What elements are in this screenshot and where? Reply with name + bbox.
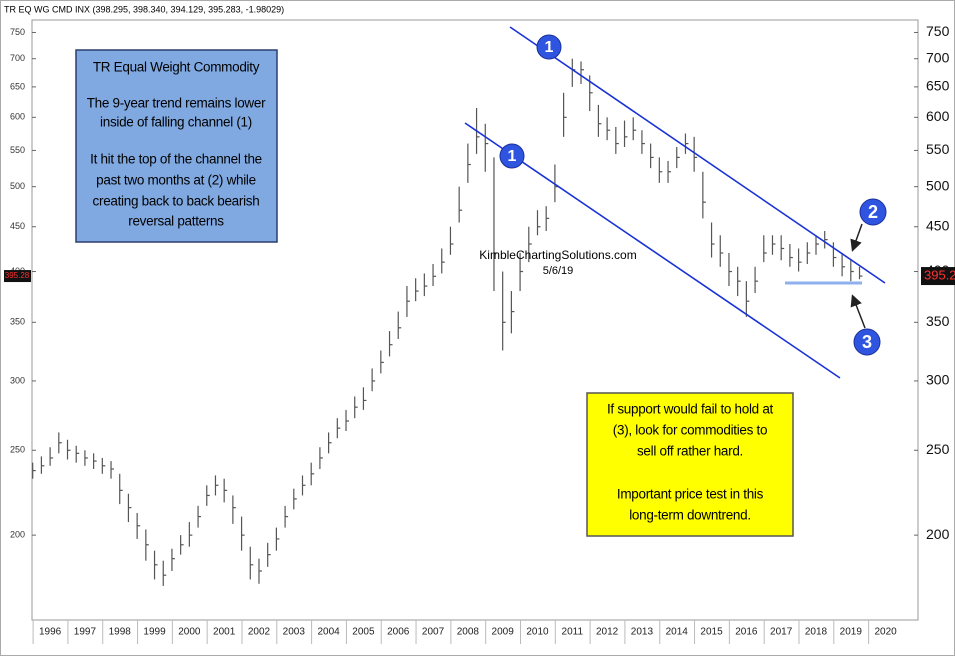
note-line: The 9-year trend remains lower: [87, 96, 266, 111]
x-tick-label: 2013: [631, 627, 654, 638]
last-price-label: 395.28: [5, 271, 30, 280]
y-tick-label: 750: [10, 27, 25, 37]
y-tick-label: 600: [10, 112, 25, 122]
x-tick-label: 2020: [874, 627, 897, 638]
note-line: If support would fail to hold at: [607, 402, 774, 417]
y-tick-label: 600: [926, 108, 950, 124]
x-tick-label: 2019: [840, 627, 863, 638]
x-tick-label: 2014: [666, 627, 689, 638]
y-tick-label: 500: [10, 181, 25, 191]
note-line: It hit the top of the channel the: [90, 152, 262, 167]
x-tick-label: 2009: [492, 627, 515, 638]
marker-label: 1: [545, 39, 554, 56]
marker-3: 3: [853, 328, 881, 356]
y-tick-label: 650: [10, 81, 25, 91]
x-tick-label: 2017: [770, 627, 793, 638]
x-tick-label: 1999: [143, 627, 166, 638]
x-tick-label: 2004: [317, 627, 340, 638]
y-tick-label: 300: [926, 372, 950, 388]
x-tick-label: 2000: [178, 627, 201, 638]
marker-1b: 1: [499, 143, 525, 169]
y-tick-label: 200: [10, 530, 25, 540]
y-tick-label: 450: [10, 221, 25, 231]
x-tick-label: 2010: [526, 627, 549, 638]
y-tick-label: 700: [10, 53, 25, 63]
last-price-box: [921, 267, 955, 286]
y-tick-label: 250: [926, 441, 950, 457]
x-tick-label: 2003: [283, 627, 306, 638]
x-tick-label: 2018: [805, 627, 828, 638]
marker-1a: 1: [536, 34, 562, 60]
note-line: Important price test in this: [617, 487, 764, 502]
note-line: (3), look for commodities to: [613, 423, 767, 438]
date-label: 5/6/19: [543, 265, 574, 277]
x-tick-label: 1998: [109, 627, 132, 638]
x-tick-label: 2016: [735, 627, 758, 638]
y-tick-label: 550: [926, 141, 950, 157]
x-tick-label: 2012: [596, 627, 619, 638]
x-tick-label: 2006: [387, 627, 410, 638]
channel-lower: [464, 122, 841, 379]
arrow: [850, 223, 863, 252]
x-tick-label: 2002: [248, 627, 271, 638]
price-bars: [32, 58, 863, 586]
header: TR EQ WG CMD INX (398.295, 398.340, 394.…: [4, 4, 284, 14]
y-tick-label: 300: [10, 375, 25, 385]
y-tick-label: 450: [926, 217, 950, 233]
x-tick-label: 1996: [39, 627, 62, 638]
y-tick-label: 500: [926, 177, 950, 193]
marker-2: 2: [859, 198, 887, 226]
x-tick-label: 1997: [74, 627, 97, 638]
note-line: creating back to back bearish: [93, 194, 260, 209]
note-line: past two months at (2) while: [96, 173, 256, 188]
x-tick-label: 2007: [422, 627, 445, 638]
y-tick-label: 250: [10, 445, 25, 455]
x-tick-label: 2011: [562, 627, 584, 638]
note-line: sell off rather hard.: [637, 444, 743, 459]
note-line: TR Equal Weight Commodity: [93, 60, 260, 75]
y-tick-label: 550: [10, 145, 25, 155]
notes: TR Equal Weight Commodity The 9-year tren…: [87, 60, 774, 523]
marker-label: 2: [868, 202, 878, 222]
y-tick-label: 650: [926, 78, 950, 94]
last-price-label: 395.28: [924, 267, 955, 282]
x-tick-label: 2001: [213, 627, 236, 638]
yellow-box: [586, 392, 794, 537]
x-tick-label: 2015: [700, 627, 723, 638]
note-line: inside of falling channel (1): [100, 115, 252, 130]
last-price-box: [4, 270, 31, 283]
x-tick-label: 2005: [352, 627, 375, 638]
marker-label: 3: [862, 332, 872, 352]
y-tick-label: 700: [926, 49, 950, 65]
channel-upper: [509, 26, 886, 284]
note-line: long-term downtrend.: [629, 508, 751, 523]
note-line: reversal patterns: [128, 214, 224, 229]
arrow: [850, 294, 866, 329]
x-tick-label: 2008: [457, 627, 480, 638]
y-tick-label: 350: [926, 313, 950, 329]
y-tick-label: 750: [926, 23, 950, 39]
watermark: KimbleChartingSolutions.com: [479, 248, 636, 262]
y-tick-label: 200: [926, 526, 950, 542]
y-tick-label: 350: [10, 317, 25, 327]
marker-label: 1: [508, 148, 517, 165]
blue-box: [75, 49, 278, 243]
